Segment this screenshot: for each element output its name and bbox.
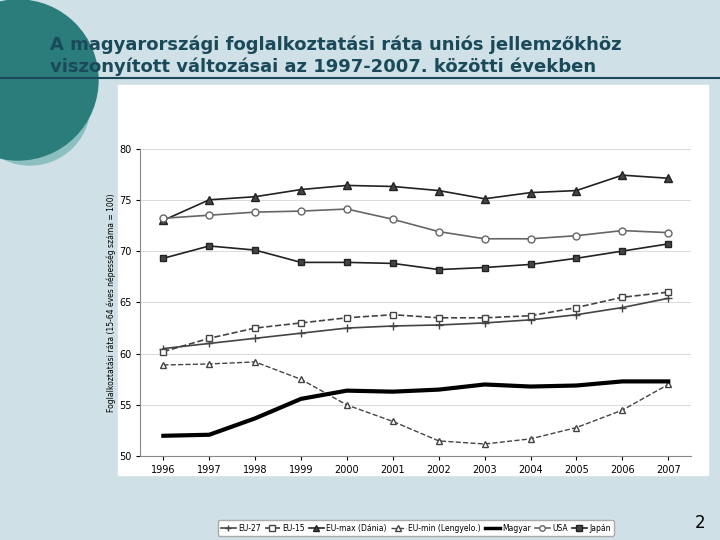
Magyar: [664, 378, 672, 384]
EU-min (Lengyelo.): [343, 402, 351, 408]
EU-min (Lengyelo.): [572, 424, 581, 431]
USA: [434, 228, 443, 235]
Magyar: [526, 383, 535, 390]
Text: 2: 2: [694, 514, 705, 532]
Y-axis label: Foglalkoztatási ráta (15-64 éves népesség száma = 100): Foglalkoztatási ráta (15-64 éves népessé…: [107, 193, 116, 411]
Line: EU-min (Lengyelo.): EU-min (Lengyelo.): [160, 359, 672, 448]
Magyar: [618, 378, 626, 384]
Magyar: [480, 381, 489, 388]
Text: viszonyított változásai az 1997-2007. közötti években: viszonyított változásai az 1997-2007. kö…: [50, 57, 596, 76]
Japán: [434, 266, 443, 273]
USA: [205, 212, 214, 218]
USA: [251, 209, 259, 215]
Magyar: [572, 382, 581, 389]
EU-max (Dánia): [572, 187, 581, 194]
EU-max (Dánia): [434, 187, 443, 194]
EU-max (Dánia): [664, 175, 672, 181]
EU-15: [343, 314, 351, 321]
Japán: [343, 259, 351, 266]
USA: [664, 230, 672, 236]
Line: Japán: Japán: [160, 240, 672, 273]
EU-min (Lengyelo.): [526, 436, 535, 442]
Japán: [572, 255, 581, 261]
EU-max (Dánia): [343, 182, 351, 188]
Line: USA: USA: [160, 206, 672, 242]
Line: Magyar: Magyar: [163, 381, 668, 436]
EU-max (Dánia): [526, 190, 535, 196]
Japán: [526, 261, 535, 268]
EU-27: [297, 330, 305, 336]
EU-max (Dánia): [389, 183, 397, 190]
EU-min (Lengyelo.): [618, 407, 626, 414]
Magyar: [343, 387, 351, 394]
EU-27: [251, 335, 259, 342]
USA: [572, 232, 581, 239]
Japán: [297, 259, 305, 266]
EU-27: [205, 340, 214, 347]
Text: A magyarországi foglalkoztatási ráta uniós jellemzőkhöz: A magyarországi foglalkoztatási ráta uni…: [50, 35, 621, 53]
EU-max (Dánia): [251, 193, 259, 200]
EU-27: [572, 312, 581, 318]
Magyar: [389, 388, 397, 395]
EU-min (Lengyelo.): [159, 362, 168, 368]
Line: EU-27: EU-27: [159, 294, 672, 353]
EU-15: [205, 335, 214, 342]
USA: [480, 235, 489, 242]
EU-27: [618, 305, 626, 311]
USA: [618, 227, 626, 234]
Japán: [205, 242, 214, 249]
EU-15: [251, 325, 259, 331]
Magyar: [205, 431, 214, 438]
Japán: [664, 241, 672, 247]
Line: EU-15: EU-15: [160, 289, 672, 355]
Japán: [389, 260, 397, 267]
Japán: [159, 255, 168, 261]
EU-27: [526, 316, 535, 323]
EU-max (Dánia): [297, 186, 305, 193]
Japán: [480, 264, 489, 271]
EU-27: [343, 325, 351, 331]
USA: [343, 206, 351, 212]
EU-15: [434, 314, 443, 321]
EU-15: [297, 320, 305, 326]
EU-min (Lengyelo.): [389, 418, 397, 424]
USA: [297, 208, 305, 214]
EU-15: [159, 348, 168, 355]
USA: [159, 215, 168, 221]
Legend: EU-27, EU-15, EU-max (Dánia), EU-min (Lengyelo.), Magyar, USA, Japán: EU-27, EU-15, EU-max (Dánia), EU-min (Le…: [217, 521, 614, 536]
EU-min (Lengyelo.): [480, 441, 489, 447]
EU-min (Lengyelo.): [434, 437, 443, 444]
EU-max (Dánia): [159, 217, 168, 224]
EU-27: [389, 323, 397, 329]
Magyar: [159, 433, 168, 439]
Magyar: [434, 387, 443, 393]
USA: [389, 216, 397, 222]
Japán: [618, 248, 626, 254]
EU-max (Dánia): [205, 197, 214, 203]
EU-15: [618, 294, 626, 300]
EU-max (Dánia): [618, 172, 626, 178]
Japán: [251, 247, 259, 253]
EU-27: [434, 322, 443, 328]
Magyar: [297, 396, 305, 402]
EU-27: [480, 320, 489, 326]
Bar: [118, 85, 708, 475]
Circle shape: [0, 0, 98, 160]
EU-max (Dánia): [480, 195, 489, 202]
USA: [526, 235, 535, 242]
EU-min (Lengyelo.): [205, 361, 214, 367]
EU-15: [389, 312, 397, 318]
EU-15: [526, 313, 535, 319]
Circle shape: [0, 45, 90, 165]
EU-15: [664, 289, 672, 295]
Magyar: [251, 415, 259, 422]
EU-27: [159, 346, 168, 352]
Line: EU-max (Dánia): EU-max (Dánia): [159, 171, 672, 225]
EU-15: [480, 314, 489, 321]
EU-min (Lengyelo.): [251, 359, 259, 365]
EU-15: [572, 305, 581, 311]
EU-min (Lengyelo.): [297, 376, 305, 383]
EU-27: [664, 295, 672, 301]
EU-min (Lengyelo.): [664, 381, 672, 388]
